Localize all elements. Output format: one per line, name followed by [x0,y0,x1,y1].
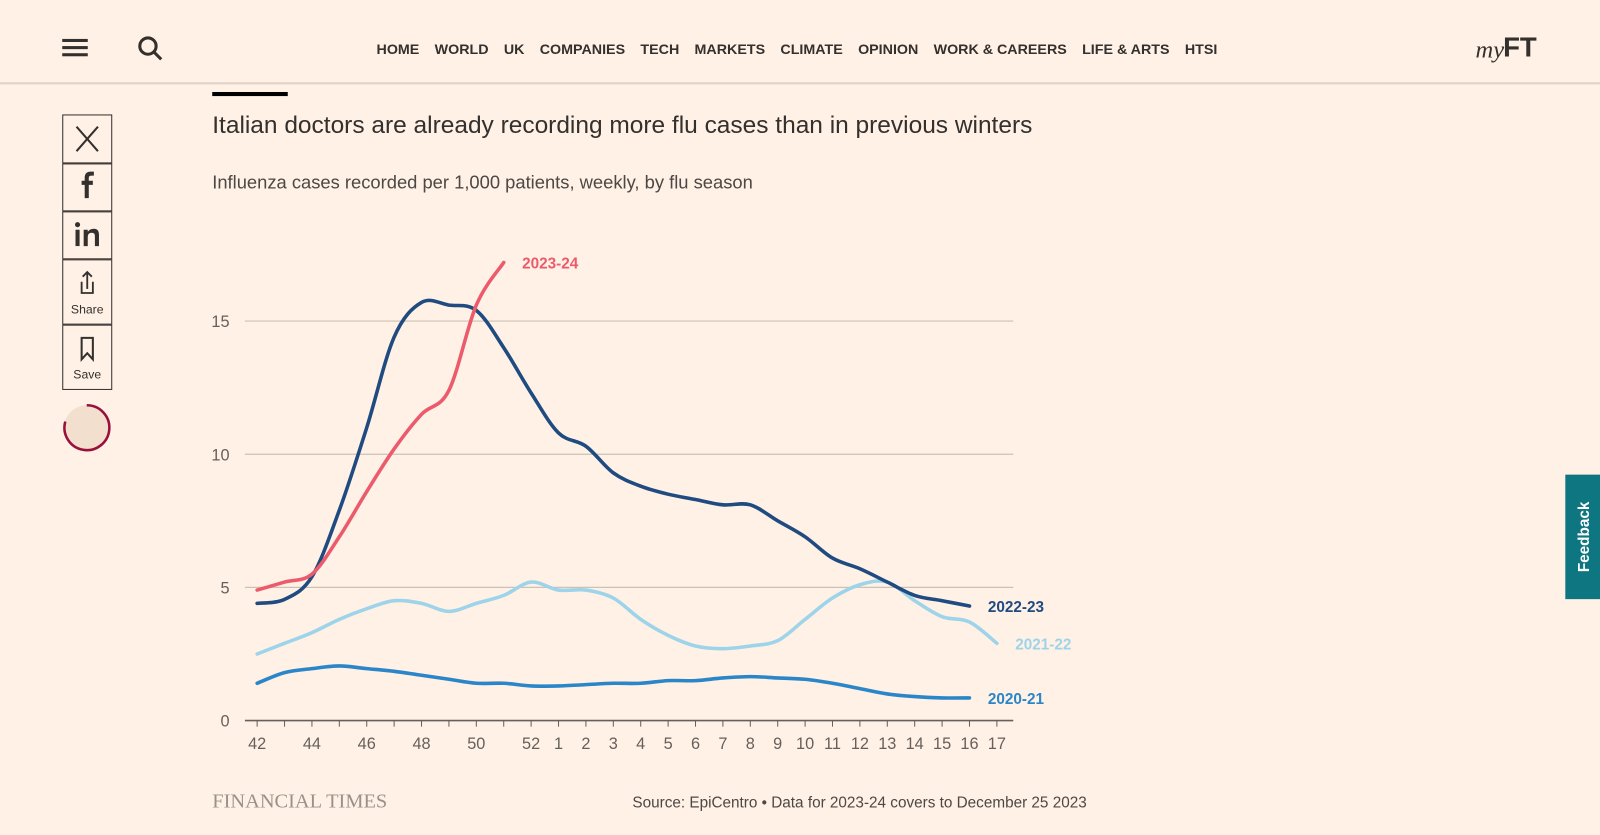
x-tick-label: 1 [554,735,563,753]
x-tick-label: 12 [851,735,869,753]
nav-item[interactable]: MARKETS [695,42,766,58]
x-tick-label: 2 [581,735,590,753]
save-label: Save [73,368,101,382]
facebook-button[interactable] [62,163,113,212]
linkedin-button[interactable] [62,211,113,260]
search-icon[interactable] [138,36,163,61]
nav-item[interactable]: LIFE & ARTS [1082,42,1169,58]
chart-title: Italian doctors are already recording mo… [212,112,1032,139]
series-line [255,260,506,592]
x-tick-label: 52 [522,735,540,753]
nav-item[interactable]: UK [504,42,525,58]
brand: FINANCIAL TIMES [212,790,387,812]
x-tick-label: 14 [906,735,924,753]
x-tick-label: 15 [933,735,951,753]
series-line [255,579,999,656]
x-tick-label: 9 [773,735,782,753]
facebook-icon [81,171,94,199]
nav-item[interactable]: WORK & CAREERS [934,42,1067,58]
share-icon [80,270,94,294]
nav-item[interactable]: OPINION [858,42,918,58]
series-label: 2023-24 [522,256,579,273]
nav-item[interactable]: CLIMATE [780,42,842,58]
x-tick-label: 4 [636,735,645,753]
share-button[interactable] [62,259,113,325]
x-tick-label: 6 [691,735,700,753]
x-tick-label: 17 [988,735,1006,753]
y-tick-label: 10 [211,446,229,464]
header [0,0,1600,83]
series-label: 2021-22 [1015,636,1071,653]
x-tick-label: 10 [796,735,814,753]
feedback-label[interactable]: Feedback [1576,501,1593,572]
progress-arc [63,403,111,452]
chart-subtitle: Influenza cases recorded per 1,000 patie… [212,172,753,193]
share-label: Share [71,302,104,316]
logo-prefix[interactable]: my [1476,36,1505,63]
y-tick-label: 15 [211,313,229,331]
x-tick-label: 16 [960,735,978,753]
x-tick-label: 48 [412,735,430,753]
nav-item[interactable]: TECH [640,42,679,58]
x-tick-label: 46 [358,735,376,753]
x-tick-label: 13 [878,735,896,753]
x-button[interactable] [62,114,113,164]
nav-item[interactable]: HOME [377,42,420,58]
progress-circle [64,405,110,451]
menu-icon[interactable] [62,38,88,57]
series-line [255,664,972,700]
x-icon [75,126,99,152]
feedback-tab[interactable] [1565,474,1600,600]
x-tick-label: 44 [303,735,321,753]
save-icon [80,336,94,362]
x-tick-label: 7 [718,735,727,753]
save-button[interactable] [62,324,113,390]
y-tick-label: 0 [221,713,230,731]
linkedin-icon [75,222,99,247]
source: Source: EpiCentro • Data for 2023-24 cov… [632,794,1086,811]
x-tick-label: 42 [248,735,266,753]
nav-item[interactable]: HTSI [1185,42,1218,58]
y-tick-label: 5 [221,580,230,598]
series-label: 2020-21 [988,691,1045,708]
x-tick-label: 5 [664,735,673,753]
x-tick-label: 8 [746,735,755,753]
x-tick-label: 3 [609,735,618,753]
logo[interactable]: FT [1503,31,1537,62]
share-bar [62,114,113,390]
nav-bar: HOME WORLD UK COMPANIES TECH MARKETS CLIMATE OP… [377,42,1218,58]
series-label: 2022-23 [988,599,1044,616]
x-tick-label: 50 [467,735,485,753]
title-rule [212,91,288,97]
nav-item[interactable]: COMPANIES [540,42,625,58]
x-tick-label: 11 [824,735,841,753]
nav-item[interactable]: WORLD [435,42,489,58]
series-line [255,298,972,608]
